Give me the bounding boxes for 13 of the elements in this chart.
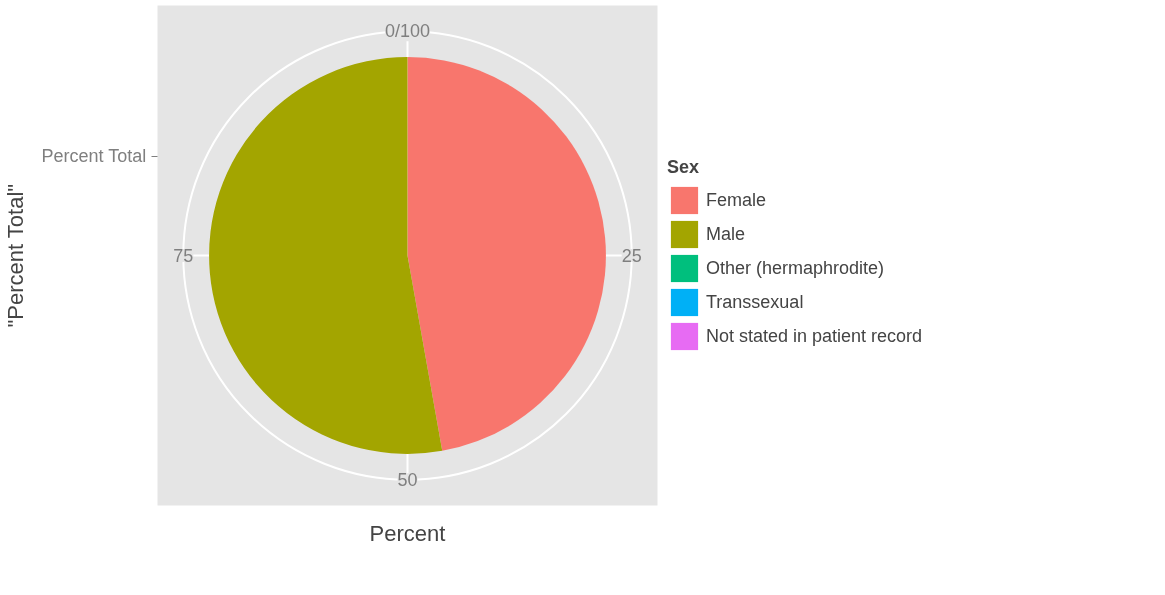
legend-label: Not stated in patient record xyxy=(706,324,923,348)
text: Percent Total xyxy=(41,146,147,167)
legend-label: Transsexual xyxy=(706,290,804,314)
legend-label: Female xyxy=(706,188,767,212)
legend-label: Other (hermaphrodite) xyxy=(706,256,885,280)
text: 0/100 xyxy=(384,21,431,42)
text: Percent xyxy=(369,520,446,546)
text: 50 xyxy=(397,470,418,491)
text: 25 xyxy=(621,246,642,266)
legend-title: Sex xyxy=(667,157,701,178)
legend-label: Male xyxy=(706,222,746,246)
text: 75 xyxy=(173,246,194,266)
text: "Percent Total" xyxy=(3,183,29,328)
